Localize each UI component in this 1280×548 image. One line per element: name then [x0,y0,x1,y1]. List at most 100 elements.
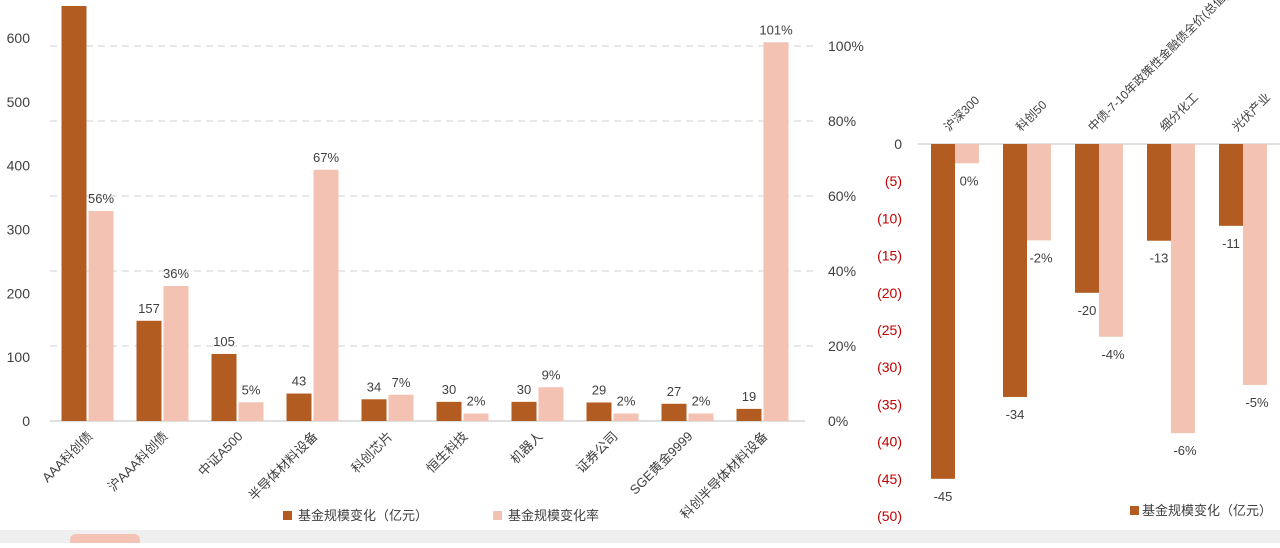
y-right-tick-label: 40% [828,263,856,279]
y-left-tick-label: 200 [7,285,31,301]
y-left-tick-label: (30) [877,359,902,375]
x-tick-label: 机器人 [507,429,545,467]
x-tick-label: 半导体材料设备 [246,429,321,504]
data-label-fund-change: 29 [592,382,606,397]
bar-fund-change [736,408,762,421]
data-label-fund-change-rate: 9% [542,367,561,382]
y-left-tick-label: 600 [7,30,31,46]
data-label-fund-change-rate: 36% [163,266,189,281]
data-label-fund-change-rate: -4% [1101,347,1125,362]
data-label-fund-change-rate: 5% [242,382,261,397]
data-label-fund-change-rate: 2% [617,394,636,409]
y-left-tick-label: 500 [7,94,31,110]
y-left-tick-label: (45) [877,471,902,487]
data-label-fund-change: 34 [367,379,381,394]
bar-fund-change-rate [955,144,979,164]
data-label-fund-change-rate: 56% [88,191,114,206]
y-left-tick-label: (40) [877,434,902,450]
data-label-fund-change-rate: 7% [392,375,411,390]
y-left-tick-label: (5) [885,173,902,189]
bar-fund-change-rate [388,394,414,421]
bar-fund-change [211,353,237,421]
legend-swatch-fund-change [1130,506,1139,515]
y-left-tick-label: 0 [22,413,30,429]
x-tick-label: 恒生科技 [423,429,470,476]
x-tick-label: 中证A500 [195,429,245,479]
bar-fund-change [1147,144,1171,241]
bar-fund-change-rate [88,211,114,421]
bar-fund-change [361,399,387,421]
bar-fund-change [1075,144,1099,293]
bottom-tab-handle[interactable] [70,534,140,543]
bar-fund-change [931,144,955,479]
legend-swatch-fund-change [283,511,292,520]
data-label-fund-change-rate: -6% [1173,443,1197,458]
y-left-tick-label: (20) [877,285,902,301]
bar-fund-change [586,402,612,421]
data-label-fund-change: 157 [138,301,160,316]
bar-fund-change-rate [313,169,339,421]
data-label-fund-change-rate: 101% [759,22,793,37]
data-label-fund-change: -13 [1150,251,1169,266]
data-label-fund-change: -34 [1006,407,1025,422]
data-label-fund-change-rate: 2% [467,394,486,409]
bar-fund-change-rate [1171,144,1195,434]
data-label-fund-change: 19 [742,389,756,404]
x-tick-label: SGE黄金9999 [627,429,696,498]
x-tick-label: 证券公司 [573,429,620,476]
bar-fund-change [1003,144,1027,397]
y-left-tick-label: (50) [877,508,902,524]
data-label-fund-change-rate: 0% [960,173,979,188]
x-tick-label: 光伏产业 [1229,90,1273,134]
x-tick-label: 科创芯片 [348,429,395,476]
data-label-fund-change: -20 [1078,303,1097,318]
bar-fund-change [511,401,537,421]
data-label-fund-change: 30 [442,382,456,397]
y-right-tick-label: 20% [828,338,856,354]
legend-label-fund-change: 基金规模变化（亿元） [298,508,428,523]
y-left-tick-label: 400 [7,158,31,174]
bar-fund-change-rate [1243,144,1267,385]
bar-fund-change-rate [463,413,489,421]
y-right-tick-label: 100% [828,38,864,54]
bar-fund-change [136,320,162,421]
x-tick-label: 沪深300 [941,93,982,134]
y-right-tick-label: 80% [828,113,856,129]
bar-fund-change-rate [538,387,564,421]
data-label-fund-change: 43 [292,374,306,389]
bar-fund-change-rate [238,402,264,421]
bar-fund-change-rate [763,42,789,421]
data-label-fund-change-rate: 67% [313,150,339,165]
data-label-fund-change: 30 [517,382,531,397]
bar-fund-change-rate [1099,144,1123,337]
y-right-tick-label: 0% [828,413,848,429]
bar-fund-change-rate [688,413,714,421]
bar-fund-change [661,403,687,421]
y-left-tick-label: (25) [877,322,902,338]
bar-fund-change-rate [613,413,639,421]
bar-fund-change [1219,144,1243,226]
data-label-fund-change: -45 [934,489,953,504]
legend-swatch-fund-change-rate [493,511,502,520]
bottom-scroll-strip [0,530,1280,543]
bar-fund-change [61,6,87,421]
x-tick-label: 沪AAA科创债 [105,429,171,495]
bar-fund-change [286,393,312,421]
bar-fund-change [436,401,462,421]
y-left-tick-label: (35) [877,396,902,412]
x-tick-label: 中债-7-10年政策性金融债全价(总值) [1085,0,1231,134]
x-tick-label: 科创50 [1013,98,1050,135]
y-left-tick-label: 300 [7,221,31,237]
data-label-fund-change-rate: -5% [1245,395,1269,410]
data-label-fund-change-rate: -2% [1029,250,1053,265]
y-left-tick-label: 0 [894,136,902,152]
y-left-tick-label: (10) [877,210,902,226]
bar-fund-change-rate [163,286,189,421]
data-label-fund-change: 105 [213,334,235,349]
legend-label-fund-change-rate: 基金规模变化率 [508,508,599,523]
x-tick-label: 细分化工 [1157,90,1201,134]
y-left-tick-label: 100 [7,349,31,365]
data-label-fund-change-rate: 2% [692,394,711,409]
